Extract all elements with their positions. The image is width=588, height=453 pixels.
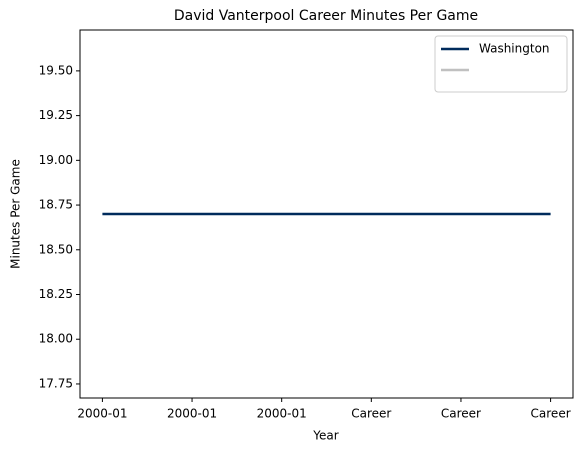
y-tick-label: 19.00 <box>39 153 73 167</box>
x-tick-label: 2000-01 <box>257 407 307 421</box>
y-tick-label: 18.00 <box>39 332 73 346</box>
y-axis-label: Minutes Per Game <box>9 159 23 269</box>
chart-title: David Vanterpool Career Minutes Per Game <box>174 8 478 24</box>
x-tick-label: 2000-01 <box>77 407 127 421</box>
y-tick-label: 18.75 <box>39 198 73 212</box>
x-axis-label: Year <box>312 429 338 443</box>
plot-frame <box>79 29 574 399</box>
y-tick-label: 18.25 <box>39 287 73 301</box>
legend-label: Washington <box>479 42 550 56</box>
x-tick-label: Career <box>531 407 571 421</box>
y-tick-label: 19.25 <box>39 108 73 122</box>
y-tick-label: 18.50 <box>39 242 73 256</box>
y-tick-label: 17.75 <box>39 376 73 390</box>
x-tick-label: Career <box>351 407 391 421</box>
x-tick-label: 2000-01 <box>167 407 217 421</box>
x-tick-label: Career <box>441 407 481 421</box>
y-tick-label: 19.50 <box>39 63 73 77</box>
